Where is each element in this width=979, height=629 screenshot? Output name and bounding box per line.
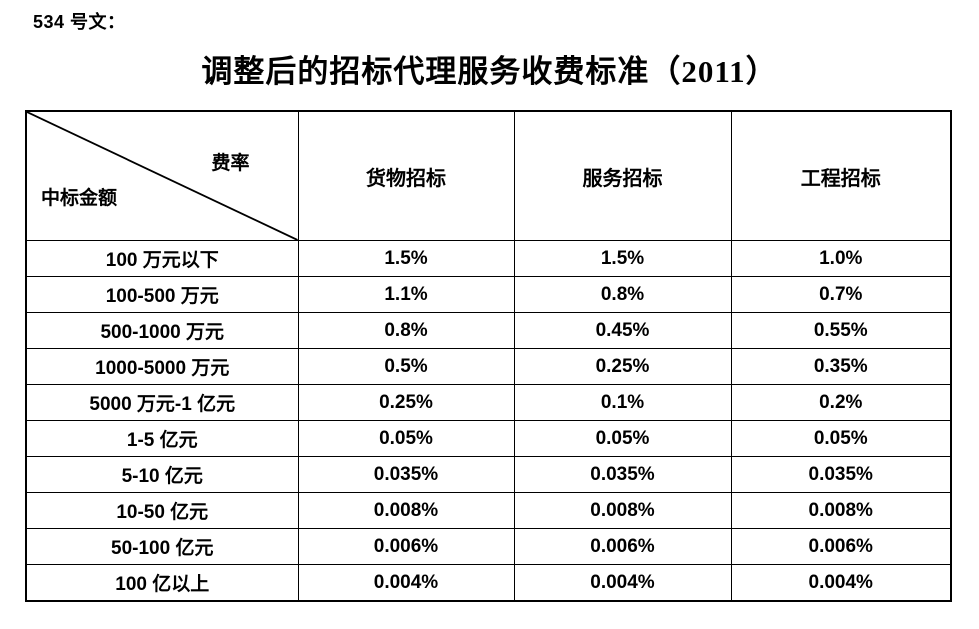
table-row: 100 亿以上 0.004% 0.004% 0.004% [25,564,952,602]
rate-cell: 0.004% [730,564,952,602]
rate-cell: 0.008% [730,492,952,529]
rate-cell: 0.7% [730,276,952,313]
corner-label-bid-amount: 中标金额 [41,188,118,209]
rate-cell: 0.006% [730,528,952,565]
rate-cell: 0.25% [513,348,732,385]
table-body: 100 万元以下 1.5% 1.5% 1.0% 100-500 万元 1.1% 0.8% 0.… [25,240,952,602]
rate-cell: 0.8% [513,276,732,313]
rate-cell: 0.035% [297,456,515,493]
rate-cell: 0.006% [297,528,515,565]
column-header-1: 货物招标 [297,110,515,241]
rate-cell: 0.8% [297,312,515,349]
table-row: 500-1000 万元 0.8% 0.45% 0.55% [25,312,952,349]
column-header-2: 服务招标 [513,110,732,241]
rate-cell: 1.5% [297,240,515,277]
row-label: 50-100 亿元 [25,528,299,565]
rate-cell: 0.45% [513,312,732,349]
row-label: 1000-5000 万元 [25,348,299,385]
row-label: 100 亿以上 [25,564,299,602]
row-label: 5000 万元-1 亿元 [25,384,299,421]
row-label: 100 万元以下 [25,240,299,277]
rate-cell: 0.008% [297,492,515,529]
row-label: 100-500 万元 [25,276,299,313]
rate-cell: 0.006% [513,528,732,565]
rate-cell: 0.004% [513,564,732,602]
rate-cell: 0.1% [513,384,732,421]
rate-cell: 1.1% [297,276,515,313]
rate-cell: 0.05% [730,420,952,457]
table-row: 1-5 亿元 0.05% 0.05% 0.05% [25,420,952,457]
rate-cell: 0.05% [513,420,732,457]
rate-cell: 1.5% [513,240,732,277]
corner-label-rate: 费率 [211,153,250,174]
row-label: 5-10 亿元 [25,456,299,493]
table-row: 100-500 万元 1.1% 0.8% 0.7% [25,276,952,313]
row-label: 1-5 亿元 [25,420,299,457]
rate-cell: 0.2% [730,384,952,421]
row-label: 10-50 亿元 [25,492,299,529]
rate-cell: 0.55% [730,312,952,349]
header-row: 费率 中标金额 货物招标 服务招标 工程招标 [25,110,952,241]
doc-number-label: 534 号文： [33,12,126,32]
diagonal-divider-line [27,112,298,240]
table-row: 10-50 亿元 0.008% 0.008% 0.008% [25,492,952,529]
rate-cell: 0.5% [297,348,515,385]
corner-cell: 费率 中标金额 [25,110,299,241]
fee-table: 费率 中标金额 货物招标 服务招标 工程招标 100 万元以下 1.5% 1.5% 1.0… [25,110,952,602]
row-label: 500-1000 万元 [25,312,299,349]
rate-cell: 0.035% [513,456,732,493]
table-row: 5-10 亿元 0.035% 0.035% 0.035% [25,456,952,493]
rate-cell: 0.008% [513,492,732,529]
rate-cell: 1.0% [730,240,952,277]
rate-cell: 0.35% [730,348,952,385]
rate-cell: 0.25% [297,384,515,421]
rate-cell: 0.035% [730,456,952,493]
table-row: 100 万元以下 1.5% 1.5% 1.0% [25,240,952,277]
table-row: 1000-5000 万元 0.5% 0.25% 0.35% [25,348,952,385]
column-header-3: 工程招标 [730,110,952,241]
page-title: 调整后的招标代理服务收费标准（2011） [201,54,778,89]
rate-cell: 0.004% [297,564,515,602]
table-row: 50-100 亿元 0.006% 0.006% 0.006% [25,528,952,565]
table-row: 5000 万元-1 亿元 0.25% 0.1% 0.2% [25,384,952,421]
rate-cell: 0.05% [297,420,515,457]
